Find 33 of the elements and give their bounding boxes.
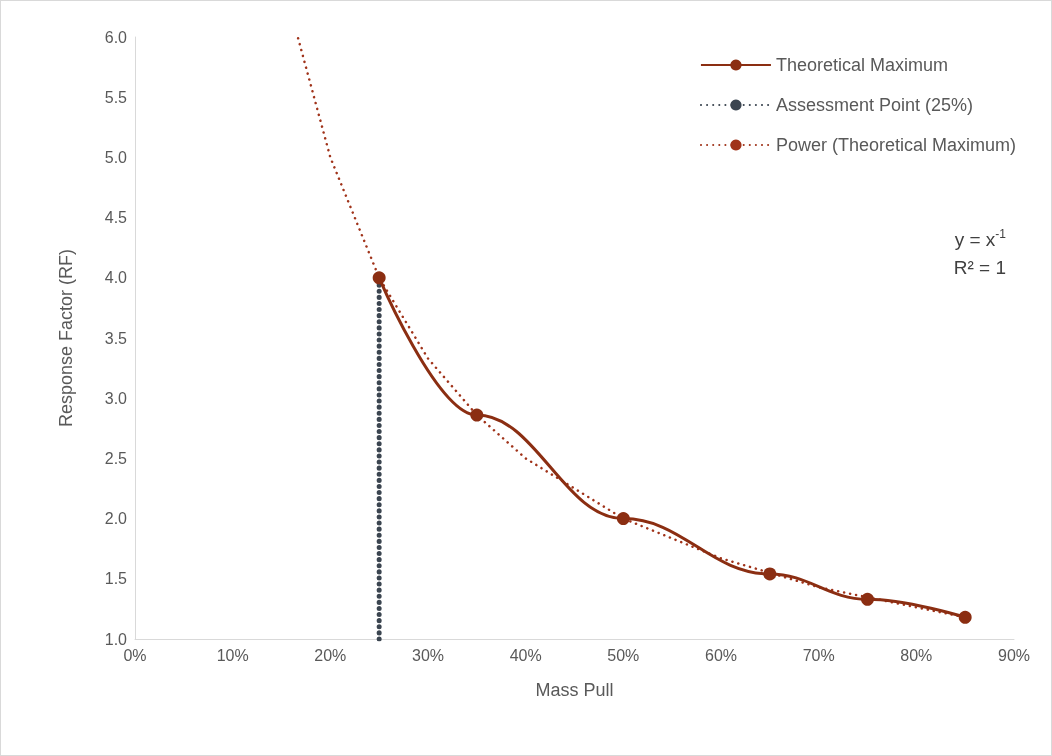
point	[763, 567, 777, 581]
y-tick-label: 2.0	[104, 510, 128, 528]
y-tick-label: 6.0	[104, 28, 128, 46]
y-tick-label: 5.5	[104, 88, 128, 106]
point	[470, 408, 484, 422]
x-tick-label: 90%	[997, 646, 1031, 664]
y-tick-label: 3.0	[104, 389, 128, 407]
y-axis-title: Response Factor (RF)	[56, 248, 76, 428]
x-tick-label: 60%	[704, 646, 738, 664]
x-tick-label: 40%	[509, 646, 542, 664]
y-tick-label: 5.0	[104, 148, 128, 166]
legend-label: Assessment Point (25%)	[775, 95, 974, 115]
legend-label: Theoretical Maximum	[775, 55, 948, 75]
y-tick-label: 3.5	[104, 329, 128, 347]
y-tick-label: 1.5	[104, 570, 128, 588]
x-tick-label: 10%	[216, 646, 249, 664]
x-tick-label: 0%	[123, 646, 147, 664]
x-tick-label: 70%	[802, 646, 835, 664]
point	[861, 592, 874, 606]
x-tick-label: 80%	[900, 646, 933, 664]
point	[372, 271, 386, 285]
y-tick-label: 4.5	[104, 209, 128, 227]
y-tick-label: 2.5	[104, 449, 128, 467]
y-tick-label: 1.0	[104, 630, 128, 648]
point	[616, 512, 630, 526]
x-tick-label: 30%	[411, 646, 445, 664]
point	[958, 610, 972, 624]
x-axis-title: Mass Pull	[535, 680, 614, 700]
legend-label: Power (Theoretical Maximum)	[775, 135, 1017, 155]
annotation: R² = 1	[953, 257, 1007, 278]
x-tick-label: 20%	[314, 646, 347, 664]
x-tick-label: 50%	[607, 646, 640, 664]
y-tick-label: 4.0	[104, 269, 128, 287]
